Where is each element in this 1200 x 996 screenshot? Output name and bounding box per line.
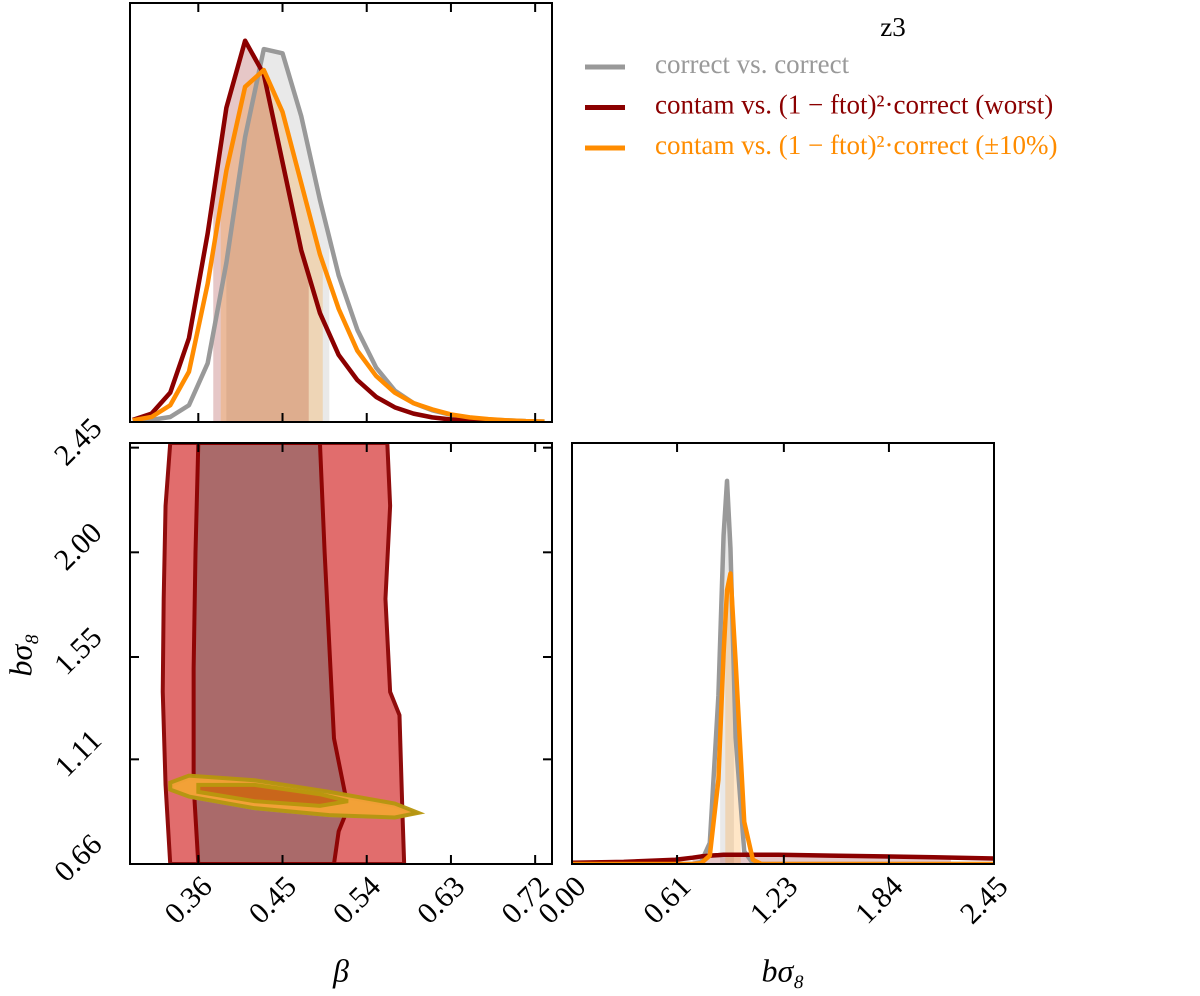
panel-frame xyxy=(129,442,553,865)
density-line xyxy=(132,67,545,422)
panel-frame xyxy=(129,2,553,423)
contour xyxy=(196,782,349,808)
x-tick-label: 0.61 xyxy=(637,870,697,930)
y-tick-label: 0.66 xyxy=(48,828,108,888)
legend-label: correct vs. correct xyxy=(655,49,850,79)
x-tick-label: 2.45 xyxy=(954,870,1014,930)
x-axis-label: bσ₈ xyxy=(762,952,805,988)
legend-title: z3 xyxy=(880,12,905,42)
y-axis-label: bσ₈ xyxy=(2,634,38,677)
y-tick-label: 1.55 xyxy=(48,621,108,681)
panel-frame xyxy=(571,442,995,865)
contour xyxy=(191,443,351,864)
x-tick-label: 1.84 xyxy=(849,870,909,930)
x-tick-label: 1.23 xyxy=(744,870,804,930)
x-tick-label: 0.36 xyxy=(158,870,218,930)
y-tick-label: 2.00 xyxy=(48,516,108,576)
x-tick-label: 0.54 xyxy=(327,870,387,930)
legend-label: contam vs. (1 − ftot)²·correct (±10%) xyxy=(655,130,1058,160)
y-tick-label: 1.11 xyxy=(48,724,108,784)
density-line xyxy=(572,571,994,864)
panel xyxy=(160,443,426,864)
density-line xyxy=(132,38,545,422)
density-line xyxy=(572,852,994,864)
legend-label: contam vs. (1 − ftot)²·correct (worst) xyxy=(655,90,1053,120)
x-tick-label: 0.63 xyxy=(411,870,471,930)
interval-shade xyxy=(692,854,951,864)
panel xyxy=(572,478,994,864)
x-axis-label: β xyxy=(332,952,349,988)
x-tick-label: 0.45 xyxy=(242,870,302,930)
y-tick-label: 2.45 xyxy=(48,412,108,472)
density-line xyxy=(572,478,994,864)
panel xyxy=(132,38,545,422)
density-line xyxy=(132,46,545,422)
